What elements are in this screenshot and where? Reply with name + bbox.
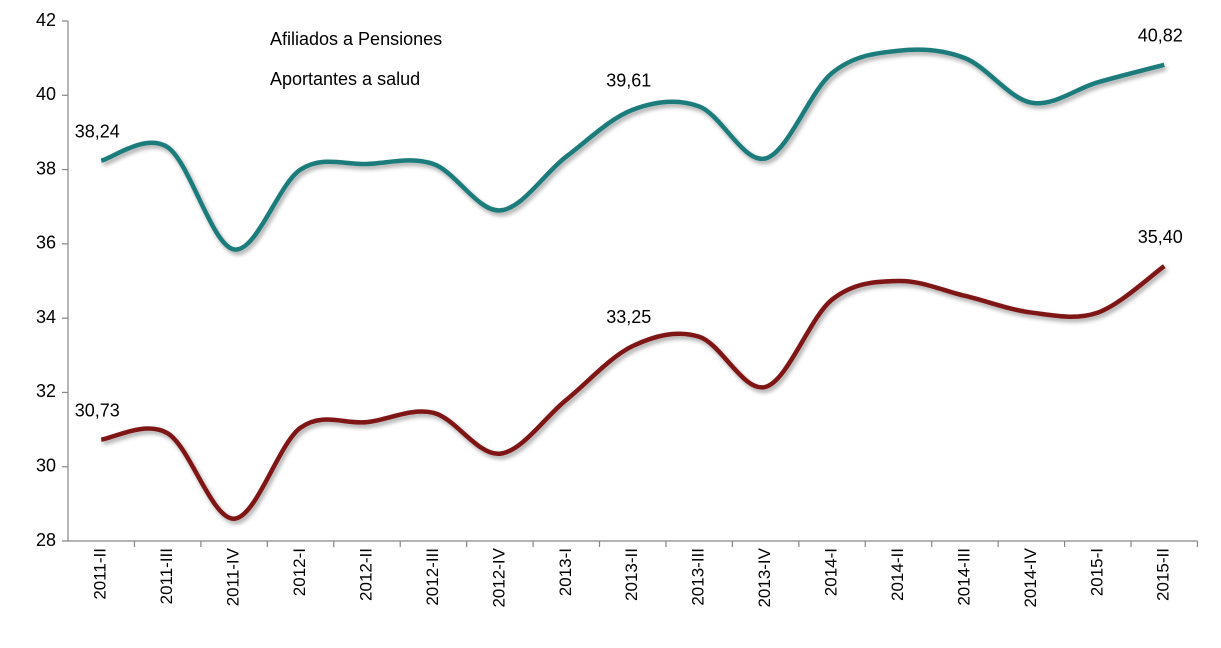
y-tick-label: 28	[36, 530, 56, 550]
x-tick-label: 2014-IV	[1021, 547, 1040, 607]
x-tick-label: 2014-I	[822, 548, 841, 596]
x-tick-label: 2012-III	[423, 548, 442, 606]
y-tick-label: 34	[36, 307, 56, 327]
data-label: 39,61	[606, 71, 651, 91]
y-tick-label: 38	[36, 158, 56, 178]
data-label: 33,25	[606, 307, 651, 327]
y-tick-label: 30	[36, 455, 56, 475]
x-tick-label: 2011-IV	[224, 547, 243, 606]
y-tick-label: 32	[36, 381, 56, 401]
x-tick-label: 2013-I	[556, 548, 575, 596]
x-tick-label: 2012-IV	[489, 547, 508, 607]
x-tick-label: 2013-II	[622, 548, 641, 601]
data-label: 30,73	[75, 400, 120, 420]
x-tick-label: 2014-II	[888, 548, 907, 601]
x-tick-label: 2012-I	[290, 548, 309, 596]
x-tick-label: 2011-III	[157, 548, 176, 604]
legend-label: Afiliados a Pensiones	[270, 29, 442, 49]
legend-label: Aportantes a salud	[270, 69, 420, 89]
x-tick-label: 2013-III	[689, 548, 708, 606]
data-label: 40,82	[1138, 26, 1183, 46]
series-line	[100, 47, 1165, 252]
data-label: 38,24	[75, 121, 120, 141]
y-tick-label: 40	[36, 84, 56, 104]
x-tick-label: 2012-II	[356, 548, 375, 601]
data-label: 35,40	[1138, 227, 1183, 247]
x-tick-label: 2015-II	[1154, 548, 1173, 601]
x-tick-label: 2015-I	[1087, 548, 1106, 596]
x-tick-label: 2013-IV	[755, 547, 774, 607]
x-tick-label: 2014-III	[954, 548, 973, 606]
y-tick-label: 42	[36, 10, 56, 30]
y-tick-label: 36	[36, 233, 56, 253]
x-tick-label: 2011-II	[91, 548, 110, 600]
series-line	[100, 264, 1166, 521]
